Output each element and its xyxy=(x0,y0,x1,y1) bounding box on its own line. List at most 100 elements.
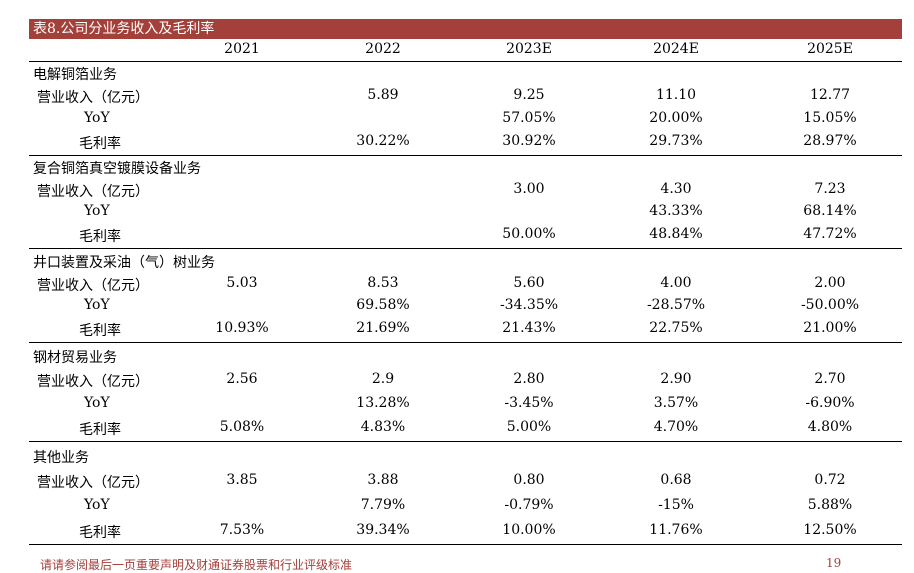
section-divider xyxy=(29,544,902,545)
value-cell: 8.53 xyxy=(367,274,399,291)
value-cell: 5.03 xyxy=(226,274,258,291)
row-label: 营业收入（亿元） xyxy=(37,90,149,106)
table-row: 毛利率 7.53% 39.34% 10.00% 11.76% 12.50% xyxy=(29,522,902,545)
row-label: 营业收入（亿元） xyxy=(37,183,149,200)
year-header: 2024E xyxy=(653,41,699,57)
section-name: 电解铜箔业务 xyxy=(33,67,117,83)
value-cell: 0.68 xyxy=(660,472,692,488)
value-cell: 30.22% xyxy=(356,133,410,149)
value-cell: 2.90 xyxy=(660,371,692,387)
value-cell: 5.00% xyxy=(506,419,552,435)
value-cell: 15.05% xyxy=(803,110,857,126)
value-cell: 39.34% xyxy=(356,522,410,538)
section-header-row: 钢材贸易业务 xyxy=(29,347,902,370)
value-cell: -3.45% xyxy=(504,395,554,411)
page-number: 19 xyxy=(826,556,842,570)
row-label: 毛利率 xyxy=(79,228,121,245)
value-cell: 5.08% xyxy=(219,419,265,435)
value-cell: 2.56 xyxy=(226,371,258,387)
section-name: 复合铜箔真空镀膜设备业务 xyxy=(33,161,201,177)
value-cell: 5.88% xyxy=(807,497,853,513)
row-label: 毛利率 xyxy=(79,525,121,541)
value-cell: 43.33% xyxy=(649,203,703,219)
row-label: 营业收入（亿元） xyxy=(37,475,149,491)
value-cell: 22.75% xyxy=(649,319,703,336)
value-cell: 68.14% xyxy=(803,203,857,219)
section-divider xyxy=(29,341,902,343)
table-row: YoY 69.58% -34.35% -28.57% -50.00% xyxy=(29,297,902,320)
value-cell: 57.05% xyxy=(502,110,556,126)
table-row: 营业收入（亿元） 5.03 8.53 5.60 4.00 2.00 xyxy=(29,275,902,298)
table-row: 毛利率 50.00% 48.84% 47.72% xyxy=(29,226,902,249)
value-cell: 11.10 xyxy=(655,87,697,103)
table-row: 毛利率 30.22% 30.92% 29.73% 28.97% xyxy=(29,133,902,156)
section-header-row: 井口装置及采油（气）树业务 xyxy=(29,252,902,275)
value-cell: 4.70% xyxy=(653,419,699,435)
value-cell: -50.00% xyxy=(800,297,860,313)
value-cell: 2.70 xyxy=(814,371,846,387)
value-cell: 2.9 xyxy=(371,371,395,387)
value-cell: 13.28% xyxy=(356,395,410,411)
value-cell: -0.79% xyxy=(504,497,554,513)
row-label: YoY xyxy=(84,203,110,219)
section-divider xyxy=(29,155,902,156)
year-header-row: 2021 2022 2023E 2024E 2025E xyxy=(29,41,902,61)
table-row: 营业收入（亿元） 3.85 3.88 0.80 0.68 0.72 xyxy=(29,472,902,495)
value-cell: 29.73% xyxy=(649,133,703,149)
value-cell: 47.72% xyxy=(803,225,857,242)
year-header: 2025E xyxy=(807,41,853,57)
value-cell: 28.97% xyxy=(803,133,857,149)
value-cell: 3.85 xyxy=(226,472,258,488)
value-cell: 69.58% xyxy=(356,297,410,313)
table-row: YoY 57.05% 20.00% 15.05% xyxy=(29,110,902,133)
table-row: YoY 43.33% 68.14% xyxy=(29,203,902,226)
value-cell: 3.00 xyxy=(513,180,545,197)
value-cell: 50.00% xyxy=(502,225,556,242)
value-cell: 10.00% xyxy=(502,522,556,538)
value-cell: 7.53% xyxy=(219,522,265,538)
table-title: 表8.公司分业务收入及毛利率 xyxy=(29,19,902,39)
value-cell: 2.80 xyxy=(513,371,545,387)
value-cell: -6.90% xyxy=(805,395,855,411)
section-header-row: 电解铜箔业务 xyxy=(29,64,902,87)
row-label: YoY xyxy=(84,297,110,313)
footer-disclaimer: 请请参阅最后一页重要声明及财通证券股票和行业评级标准 xyxy=(40,558,353,572)
value-cell: 5.89 xyxy=(367,87,399,103)
table-row: 毛利率 10.93% 21.69% 21.43% 22.75% 21.00% xyxy=(29,320,902,343)
value-cell: 9.25 xyxy=(513,87,545,103)
section-name: 井口装置及采油（气）树业务 xyxy=(33,255,215,271)
value-cell: 0.72 xyxy=(814,472,846,488)
header-divider xyxy=(29,61,902,62)
section-divider xyxy=(29,247,902,249)
value-cell: 21.69% xyxy=(356,319,410,336)
value-cell: 30.92% xyxy=(502,133,556,149)
value-cell: 4.30 xyxy=(660,180,692,197)
section-header-row: 其他业务 xyxy=(29,447,902,470)
value-cell: 12.77 xyxy=(809,87,851,103)
row-label: 毛利率 xyxy=(79,322,121,339)
value-cell: 48.84% xyxy=(649,225,703,242)
value-cell: 21.00% xyxy=(803,319,857,336)
row-label: YoY xyxy=(84,110,110,126)
row-label: 毛利率 xyxy=(79,422,121,438)
section-divider xyxy=(29,441,902,442)
table-row: 毛利率 5.08% 4.83% 5.00% 4.70% 4.80% xyxy=(29,419,902,442)
value-cell: -15% xyxy=(658,497,694,513)
value-cell: 0.80 xyxy=(513,472,545,488)
table-row: 营业收入（亿元） 2.56 2.9 2.80 2.90 2.70 xyxy=(29,371,902,394)
section-name: 其他业务 xyxy=(33,450,89,466)
value-cell: 7.79% xyxy=(360,497,406,513)
table-row: 营业收入（亿元） 5.89 9.25 11.10 12.77 xyxy=(29,87,902,110)
table-row: 营业收入（亿元） 3.00 4.30 7.23 xyxy=(29,181,902,204)
value-cell: 2.00 xyxy=(814,274,846,291)
table-row: YoY 13.28% -3.45% 3.57% -6.90% xyxy=(29,395,902,418)
year-header: 2021 xyxy=(224,41,260,57)
value-cell: 4.00 xyxy=(660,274,692,291)
value-cell: 3.57% xyxy=(653,395,699,411)
table-row: YoY 7.79% -0.79% -15% 5.88% xyxy=(29,497,902,520)
value-cell: 10.93% xyxy=(215,319,269,336)
row-label: 营业收入（亿元） xyxy=(37,277,149,294)
value-cell: 20.00% xyxy=(649,110,703,126)
value-cell: 4.80% xyxy=(807,419,853,435)
value-cell: 21.43% xyxy=(502,319,556,336)
